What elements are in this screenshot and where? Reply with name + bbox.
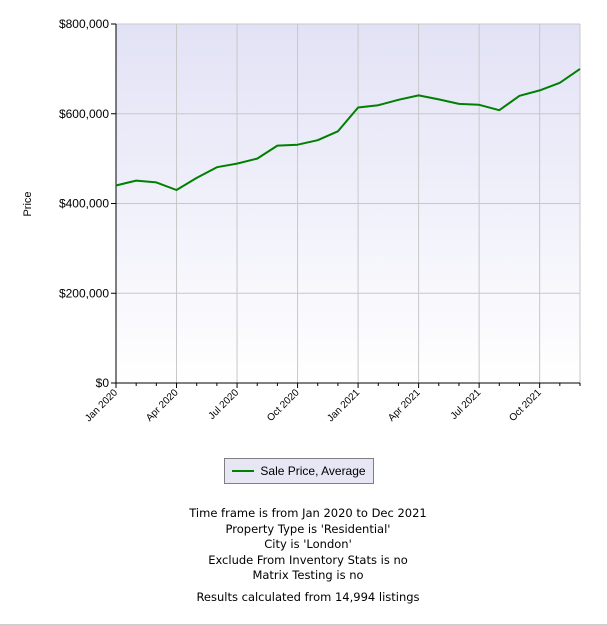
x-tick-label: Jul 2021	[449, 387, 484, 422]
x-tick-label: Jan 2020	[83, 387, 120, 424]
x-tick-label: Oct 2020	[265, 387, 302, 424]
x-tick-label: Jul 2020	[207, 387, 242, 422]
legend: Sale Price, Average	[224, 458, 374, 484]
y-axis-label: Price	[22, 191, 34, 216]
y-tick-label: $800,000	[59, 17, 109, 31]
chart-notes: Time frame is from Jan 2020 to Dec 2021 …	[0, 506, 607, 605]
x-tick-label: Oct 2021	[507, 387, 544, 424]
note-exclude-inventory: Exclude From Inventory Stats is no	[208, 552, 408, 567]
x-tick-label: Apr 2021	[386, 387, 423, 424]
results-count: Results calculated from 14,994 listings	[196, 589, 420, 604]
y-tick-label: $0	[96, 376, 110, 390]
legend-swatch	[232, 470, 255, 472]
legend-label: Sale Price, Average	[260, 464, 366, 478]
note-time-frame: Time frame is from Jan 2020 to Dec 2021	[189, 506, 427, 520]
chart: $0 $200,000 $400,000 $600,000 $800,000 Jan 20…	[22, 17, 581, 424]
y-tick-label: $600,000	[59, 107, 109, 121]
y-tick-label: $400,000	[59, 197, 109, 211]
note-city: City is 'London'	[264, 537, 352, 551]
note-property-type: Property Type is 'Residential'	[225, 521, 391, 536]
x-tick-label: Apr 2020	[144, 387, 181, 424]
y-tick-label: $200,000	[59, 286, 109, 300]
x-tick-label: Jan 2021	[325, 387, 362, 424]
series-line-sale-price-average	[115, 68, 581, 191]
note-matrix-testing: Matrix Testing is no	[252, 568, 364, 582]
page-bottom-border	[0, 624, 607, 626]
